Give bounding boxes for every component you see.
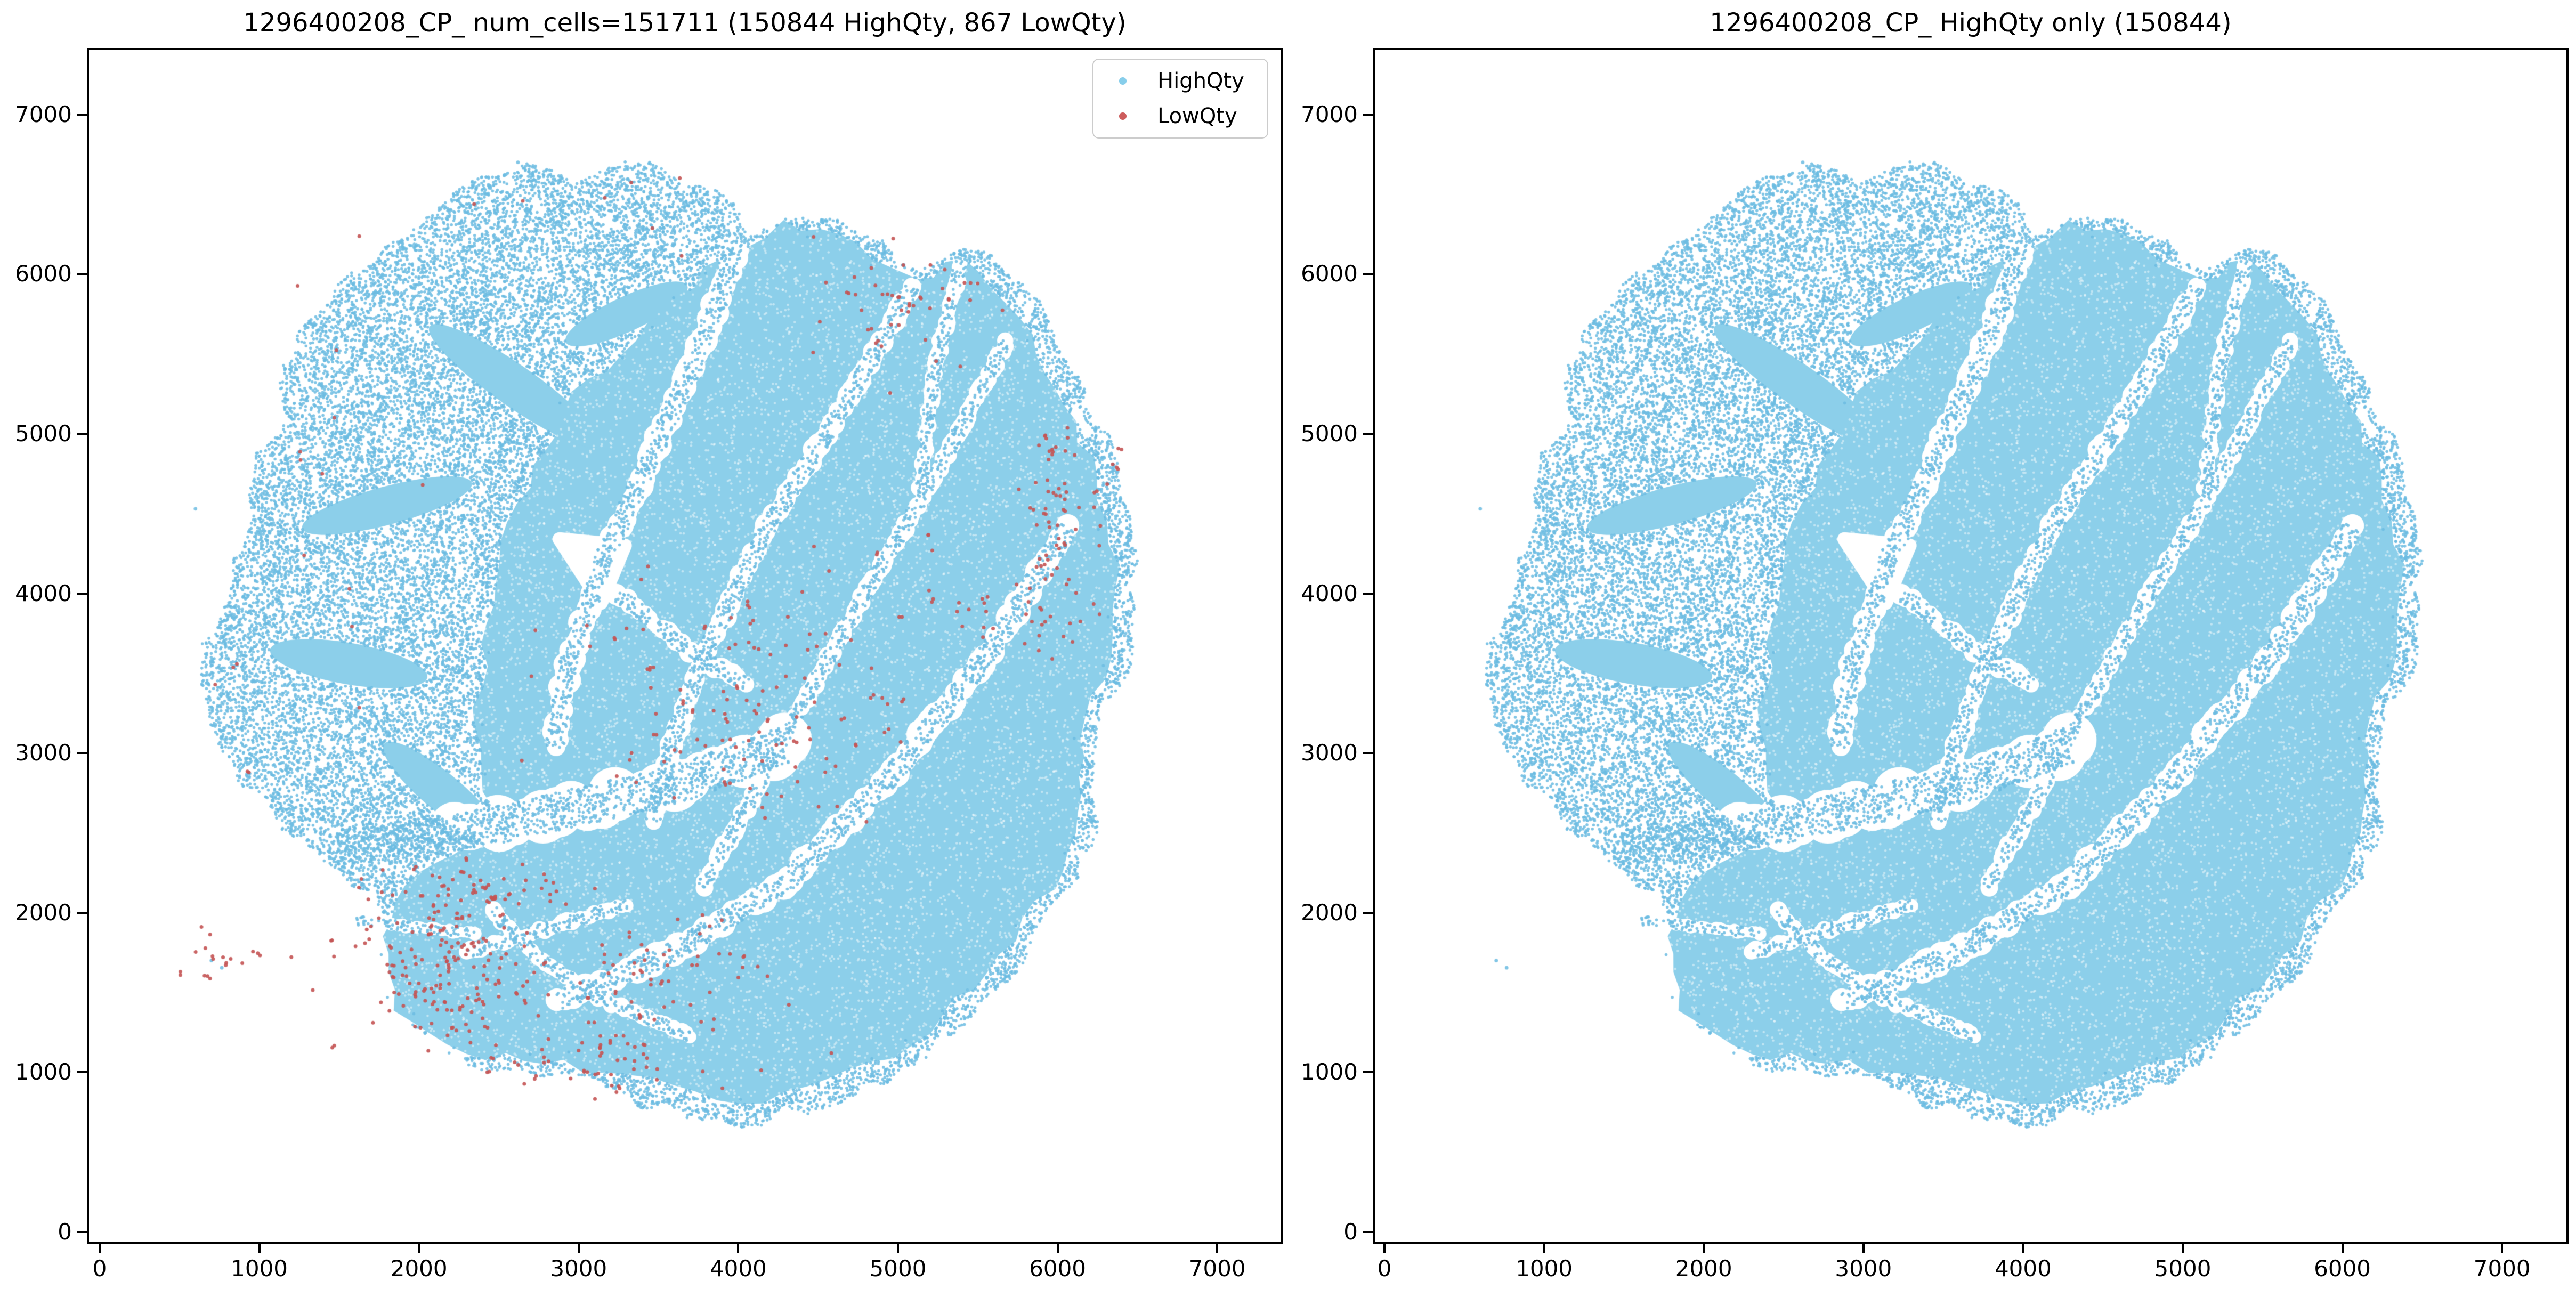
x-tick-label: 7000	[2473, 1255, 2531, 1282]
y-tick-label: 7000	[1301, 101, 1358, 127]
x-tick-label: 2000	[390, 1255, 448, 1282]
y-tick-mark	[1363, 911, 1373, 914]
legend: HighQty LowQty	[1092, 59, 1268, 139]
left-axes-frame	[87, 48, 1283, 1244]
y-tick-mark	[77, 433, 87, 435]
y-tick-label: 3000	[15, 740, 72, 766]
legend-label-lowqty: LowQty	[1157, 104, 1237, 128]
x-tick-mark	[577, 1244, 580, 1253]
x-tick-label: 2000	[1675, 1255, 1732, 1282]
y-tick-mark	[77, 752, 87, 755]
y-tick-mark	[1363, 273, 1373, 275]
x-tick-mark	[2501, 1244, 2504, 1253]
y-tick-label: 6000	[1301, 261, 1358, 287]
y-tick-mark	[77, 113, 87, 116]
highqty-marker-icon	[1119, 77, 1127, 85]
x-tick-mark	[2182, 1244, 2184, 1253]
x-tick-mark	[1703, 1244, 1705, 1253]
y-tick-label: 5000	[1301, 420, 1358, 447]
y-tick-label: 4000	[15, 580, 72, 606]
y-tick-mark	[1363, 592, 1373, 595]
x-tick-label: 5000	[869, 1255, 927, 1282]
left-plot-title: 1296400208_CP_ num_cells=151711 (150844 …	[243, 8, 1127, 38]
x-tick-label: 1000	[1516, 1255, 1573, 1282]
x-tick-label: 0	[1377, 1255, 1392, 1282]
y-tick-label: 2000	[15, 899, 72, 926]
x-tick-label: 7000	[1188, 1255, 1246, 1282]
x-tick-mark	[737, 1244, 740, 1253]
x-tick-label: 4000	[1994, 1255, 2052, 1282]
x-tick-mark	[2341, 1244, 2344, 1253]
y-tick-mark	[1363, 1071, 1373, 1074]
y-tick-label: 1000	[15, 1059, 72, 1085]
y-tick-mark	[77, 1071, 87, 1074]
y-tick-label: 6000	[15, 261, 72, 287]
y-tick-mark	[77, 911, 87, 914]
x-tick-label: 0	[92, 1255, 107, 1282]
right-plot-title: 1296400208_CP_ HighQty only (150844)	[1710, 8, 2232, 38]
x-tick-mark	[258, 1244, 261, 1253]
x-tick-label: 5000	[2154, 1255, 2212, 1282]
x-tick-mark	[99, 1244, 101, 1253]
x-tick-label: 6000	[1029, 1255, 1087, 1282]
lowqty-marker-icon	[1119, 112, 1127, 120]
x-tick-mark	[1056, 1244, 1059, 1253]
y-tick-mark	[77, 592, 87, 595]
x-tick-mark	[1543, 1244, 1545, 1253]
x-tick-mark	[1216, 1244, 1219, 1253]
x-tick-mark	[418, 1244, 420, 1253]
right-axes-frame	[1373, 48, 2569, 1244]
legend-row-lowqty: LowQty	[1093, 102, 1267, 130]
x-tick-label: 3000	[1835, 1255, 1892, 1282]
legend-label-highqty: HighQty	[1157, 69, 1244, 93]
y-tick-label: 0	[1343, 1219, 1358, 1245]
x-tick-label: 3000	[550, 1255, 607, 1282]
x-tick-label: 4000	[709, 1255, 767, 1282]
x-tick-mark	[1862, 1244, 1865, 1253]
y-tick-label: 0	[58, 1219, 72, 1245]
x-tick-mark	[2022, 1244, 2024, 1253]
y-tick-label: 4000	[1301, 580, 1358, 606]
y-tick-mark	[77, 273, 87, 275]
legend-row-highqty: HighQty	[1093, 67, 1267, 95]
x-tick-label: 6000	[2314, 1255, 2371, 1282]
y-tick-label: 1000	[1301, 1059, 1358, 1085]
x-tick-label: 1000	[231, 1255, 288, 1282]
x-tick-mark	[897, 1244, 899, 1253]
y-tick-label: 2000	[1301, 899, 1358, 926]
y-tick-mark	[1363, 113, 1373, 116]
y-tick-label: 5000	[15, 420, 72, 447]
y-tick-label: 7000	[15, 101, 72, 127]
y-tick-mark	[1363, 433, 1373, 435]
y-tick-mark	[1363, 1231, 1373, 1233]
x-tick-mark	[1383, 1244, 1386, 1253]
y-tick-label: 3000	[1301, 740, 1358, 766]
y-tick-mark	[1363, 752, 1373, 755]
y-tick-mark	[77, 1231, 87, 1233]
